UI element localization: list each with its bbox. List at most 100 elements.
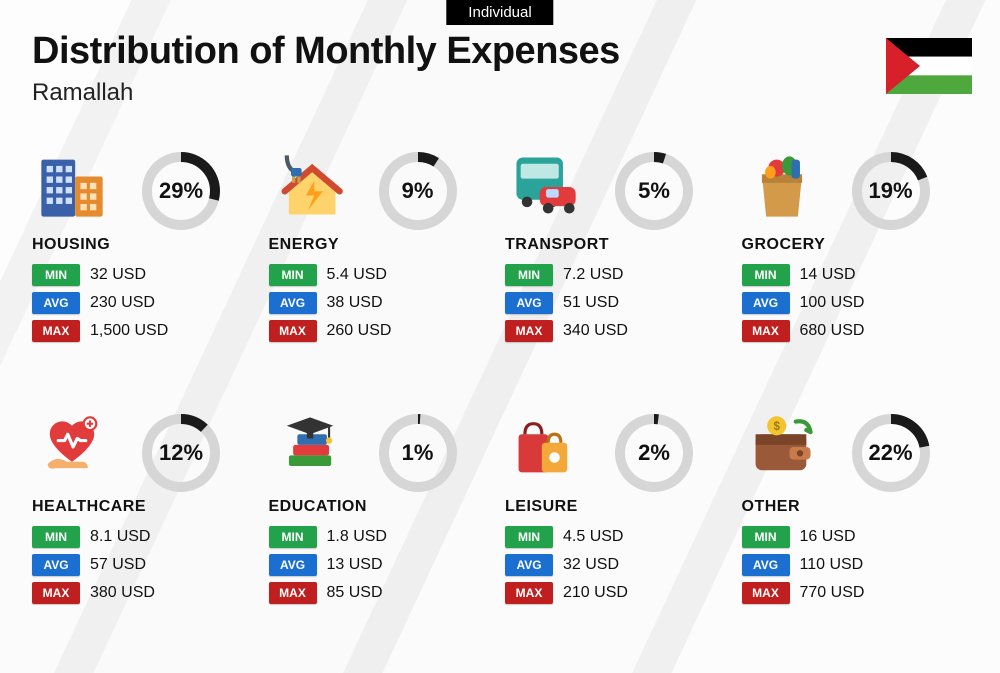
stat-row-max: MAX 85 USD	[269, 582, 387, 604]
percent-ring: 12%	[140, 412, 222, 494]
max-value: 380 USD	[90, 584, 155, 602]
max-tag: MAX	[32, 320, 80, 342]
min-value: 4.5 USD	[563, 528, 623, 546]
percent-ring: 1%	[377, 412, 459, 494]
max-value: 210 USD	[563, 584, 628, 602]
category-label: GROCERY	[742, 236, 826, 254]
stat-row-avg: AVG 230 USD	[32, 292, 168, 314]
avg-value: 230 USD	[90, 294, 155, 312]
avg-value: 100 USD	[800, 294, 865, 312]
stat-row-min: MIN 5.4 USD	[269, 264, 392, 286]
min-tag: MIN	[269, 264, 317, 286]
stat-row-avg: AVG 57 USD	[32, 554, 155, 576]
category-label: ENERGY	[269, 236, 340, 254]
category-label: LEISURE	[505, 498, 578, 516]
stat-row-min: MIN 8.1 USD	[32, 526, 155, 548]
stat-row-min: MIN 7.2 USD	[505, 264, 628, 286]
min-tag: MIN	[269, 526, 317, 548]
min-value: 14 USD	[800, 266, 856, 284]
avg-value: 13 USD	[327, 556, 383, 574]
max-value: 85 USD	[327, 584, 383, 602]
header: Distribution of Monthly Expenses Ramalla…	[32, 30, 968, 107]
avg-value: 32 USD	[563, 556, 619, 574]
stat-row-avg: AVG 110 USD	[742, 554, 865, 576]
avg-tag: AVG	[269, 292, 317, 314]
percent-value: 29%	[140, 150, 222, 232]
percent-value: 19%	[850, 150, 932, 232]
min-value: 8.1 USD	[90, 528, 150, 546]
stat-row-avg: AVG 13 USD	[269, 554, 387, 576]
stat-row-max: MAX 770 USD	[742, 582, 865, 604]
stats: MIN 16 USD AVG 110 USD MAX 770 USD	[742, 526, 865, 604]
avg-tag: AVG	[269, 554, 317, 576]
min-tag: MIN	[32, 264, 80, 286]
min-tag: MIN	[32, 526, 80, 548]
shopping-bags-icon	[505, 412, 585, 484]
card-healthcare: 12% HEALTHCARE MIN 8.1 USD AVG 57 USD MA…	[32, 412, 259, 654]
percent-value: 12%	[140, 412, 222, 494]
max-value: 1,500 USD	[90, 322, 168, 340]
page-title: Distribution of Monthly Expenses	[32, 30, 968, 73]
stat-row-min: MIN 14 USD	[742, 264, 865, 286]
max-tag: MAX	[742, 582, 790, 604]
stat-row-min: MIN 1.8 USD	[269, 526, 387, 548]
stat-row-max: MAX 260 USD	[269, 320, 392, 342]
top-tag: Individual	[446, 0, 553, 25]
avg-value: 57 USD	[90, 556, 146, 574]
percent-value: 1%	[377, 412, 459, 494]
bus-car-icon	[505, 150, 585, 222]
min-value: 7.2 USD	[563, 266, 623, 284]
max-tag: MAX	[742, 320, 790, 342]
card-housing: 29% HOUSING MIN 32 USD AVG 230 USD MAX 1…	[32, 150, 259, 392]
stats: MIN 4.5 USD AVG 32 USD MAX 210 USD	[505, 526, 628, 604]
buildings-icon	[32, 150, 112, 222]
card-energy: 9% ENERGY MIN 5.4 USD AVG 38 USD MAX 260…	[269, 150, 496, 392]
percent-ring: 5%	[613, 150, 695, 232]
percent-ring: 9%	[377, 150, 459, 232]
avg-value: 110 USD	[800, 556, 864, 574]
stats: MIN 14 USD AVG 100 USD MAX 680 USD	[742, 264, 865, 342]
stat-row-min: MIN 16 USD	[742, 526, 865, 548]
percent-ring: 2%	[613, 412, 695, 494]
wallet-icon	[742, 412, 822, 484]
stat-row-avg: AVG 100 USD	[742, 292, 865, 314]
stat-row-max: MAX 680 USD	[742, 320, 865, 342]
percent-ring: 29%	[140, 150, 222, 232]
max-value: 260 USD	[327, 322, 392, 340]
max-tag: MAX	[32, 582, 80, 604]
percent-value: 9%	[377, 150, 459, 232]
category-label: HOUSING	[32, 236, 110, 254]
percent-value: 2%	[613, 412, 695, 494]
page-subtitle: Ramallah	[32, 79, 968, 107]
heart-hand-icon	[32, 412, 112, 484]
min-value: 16 USD	[800, 528, 856, 546]
percent-ring: 19%	[850, 150, 932, 232]
card-leisure: 2% LEISURE MIN 4.5 USD AVG 32 USD MAX 21…	[505, 412, 732, 654]
avg-tag: AVG	[742, 292, 790, 314]
stats: MIN 32 USD AVG 230 USD MAX 1,500 USD	[32, 264, 168, 342]
min-value: 1.8 USD	[327, 528, 387, 546]
min-tag: MIN	[742, 526, 790, 548]
max-tag: MAX	[505, 582, 553, 604]
avg-value: 51 USD	[563, 294, 619, 312]
stat-row-min: MIN 4.5 USD	[505, 526, 628, 548]
stats: MIN 5.4 USD AVG 38 USD MAX 260 USD	[269, 264, 392, 342]
avg-tag: AVG	[505, 554, 553, 576]
stats: MIN 8.1 USD AVG 57 USD MAX 380 USD	[32, 526, 155, 604]
stat-row-avg: AVG 38 USD	[269, 292, 392, 314]
card-transport: 5% TRANSPORT MIN 7.2 USD AVG 51 USD MAX …	[505, 150, 732, 392]
max-value: 680 USD	[800, 322, 865, 340]
card-other: 22% OTHER MIN 16 USD AVG 110 USD MAX 770…	[742, 412, 969, 654]
stat-row-max: MAX 210 USD	[505, 582, 628, 604]
avg-tag: AVG	[32, 292, 80, 314]
category-label: OTHER	[742, 498, 801, 516]
min-value: 32 USD	[90, 266, 146, 284]
stat-row-avg: AVG 51 USD	[505, 292, 628, 314]
stat-row-max: MAX 380 USD	[32, 582, 155, 604]
category-label: HEALTHCARE	[32, 498, 146, 516]
stats: MIN 7.2 USD AVG 51 USD MAX 340 USD	[505, 264, 628, 342]
percent-value: 5%	[613, 150, 695, 232]
max-value: 770 USD	[800, 584, 865, 602]
stat-row-avg: AVG 32 USD	[505, 554, 628, 576]
avg-tag: AVG	[505, 292, 553, 314]
